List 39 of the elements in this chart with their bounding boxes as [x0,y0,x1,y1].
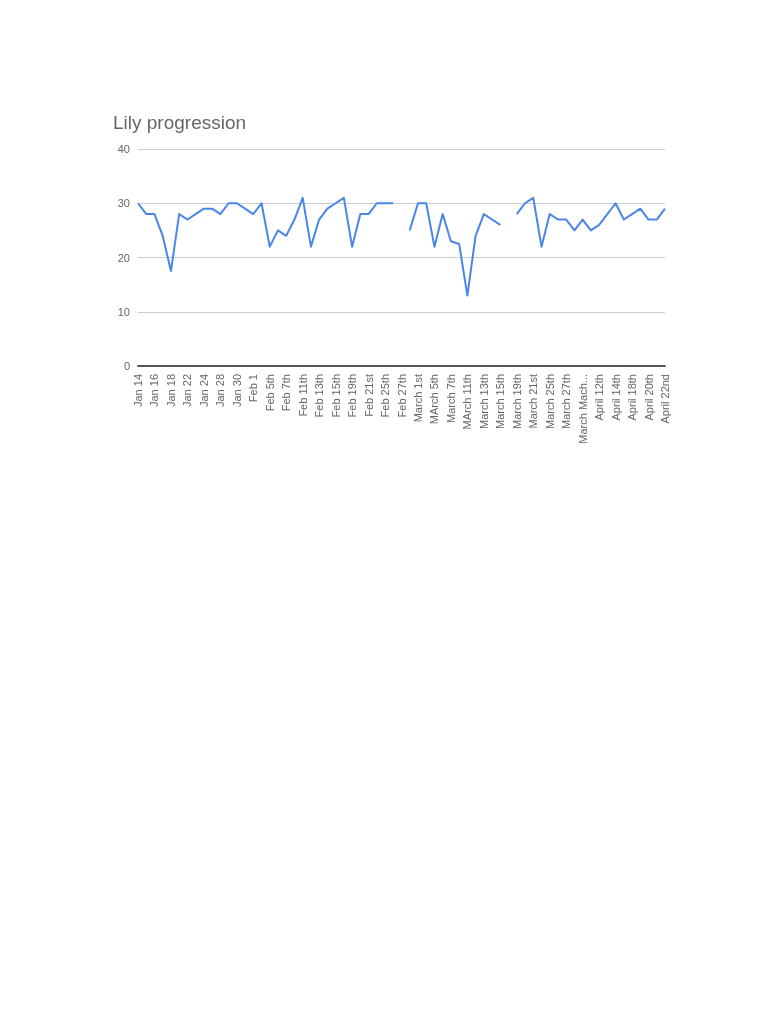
x-tick-label: March 19th [510,374,523,430]
y-tick-label: 40 [117,143,130,155]
y-tick-label: 20 [117,251,130,264]
chart-title: Lily progression [113,112,247,133]
x-tick-label: Feb 7th [280,374,293,412]
x-tick-label: March 13th [477,374,490,430]
x-tick-label: March 21st [527,374,540,429]
y-tick-label: 10 [117,305,130,318]
x-tick-label: April 20th [642,374,655,421]
x-tick-label: April 14th [609,374,622,421]
x-tick-label: Feb 11th [296,374,309,417]
x-tick-label: March 1st [411,374,424,423]
x-tick-label: March Mach... [576,374,589,444]
x-tick-label: Feb 25th [379,374,392,418]
x-tick-label: April 12th [593,374,606,421]
x-tick-label: March 7th [444,374,457,423]
y-tick-label: 30 [117,197,130,210]
x-tick-label: March 27th [560,374,573,430]
x-tick-label: Jan 24 [197,374,210,408]
x-tick-label: Jan 16 [148,374,161,408]
x-tick-label: March 15th [494,374,507,430]
x-tick-label: April 22nd [659,374,671,424]
x-tick-label: MArch 5th [428,374,441,425]
x-tick-label: Jan 18 [164,374,177,408]
x-tick-label: Feb 27th [395,374,408,418]
x-tick-label: Jan 14 [132,374,144,408]
x-tick-label: Feb 21st [362,374,375,417]
x-tick-label: Feb 5th [263,374,276,412]
x-tick-label: Jan 22 [181,374,194,408]
x-tick-label: Feb 19th [346,374,359,418]
x-tick-label: Feb 1 [247,374,260,403]
x-tick-label: April 18th [626,374,639,421]
x-tick-label: MArch 11th [461,374,474,430]
x-tick-label: Feb 15th [329,374,342,418]
x-tick-label: March 25th [543,374,556,430]
x-tick-label: Feb 13th [313,374,326,418]
y-tick-label: 0 [123,360,130,372]
x-tick-label: Jan 30 [230,374,243,408]
x-tick-label: Jan 28 [214,374,227,408]
